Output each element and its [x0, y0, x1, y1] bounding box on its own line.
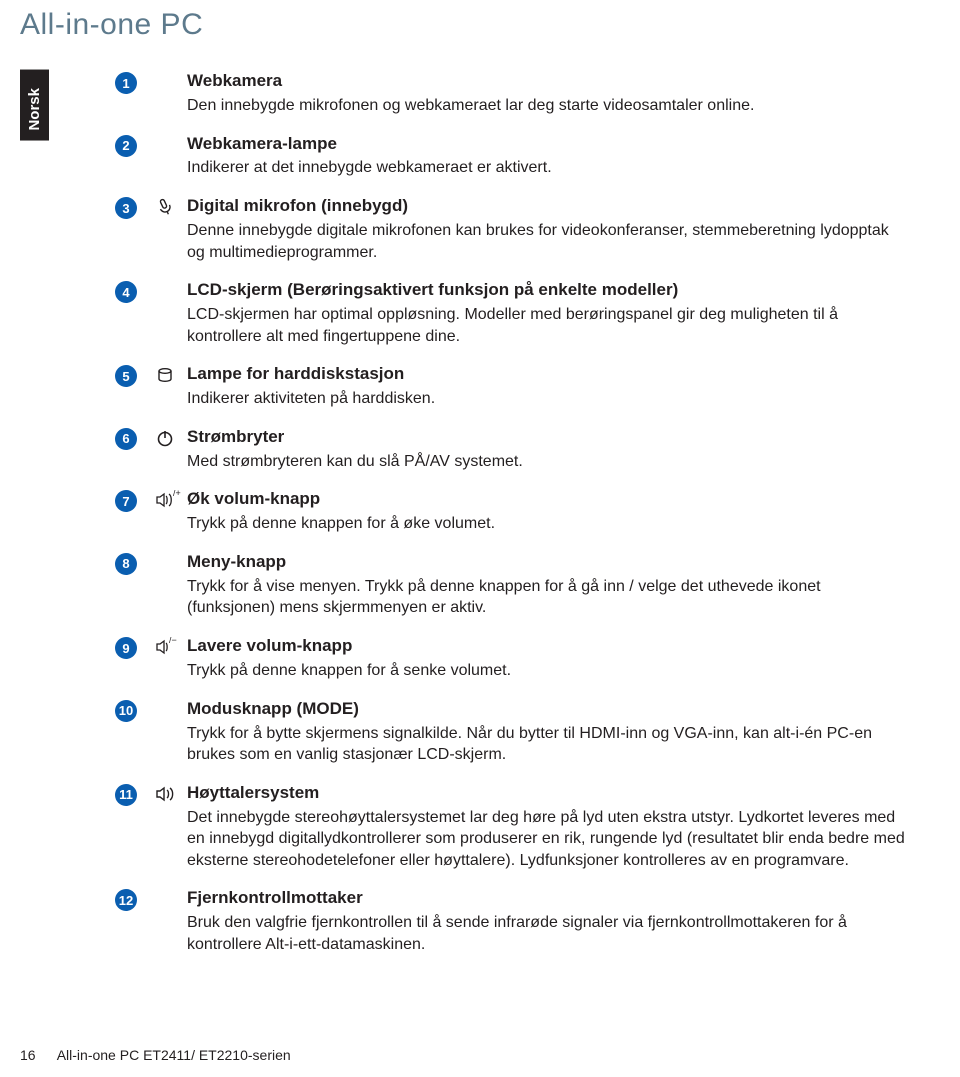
number-badge: 10	[115, 700, 137, 722]
feature-title: Digital mikrofon (innebygd)	[187, 195, 905, 218]
feature-item: 10 Modusknapp (MODE)Trykk for å bytte skj…	[115, 698, 905, 766]
number-badge: 4	[115, 281, 137, 303]
hdd-icon	[155, 365, 183, 385]
page-footer: 16 All-in-one PC ET2411/ ET2210-serien	[20, 1047, 291, 1063]
feature-item: 11 HøyttalersystemDet innebygde stereohøy…	[115, 782, 905, 872]
feature-desc: Trykk på denne knappen for å senke volum…	[187, 660, 905, 682]
feature-desc: Med strømbryteren kan du slå PÅ/AV syste…	[187, 451, 905, 473]
feature-text: Lavere volum-knappTrykk på denne knappen…	[187, 635, 905, 682]
feature-title: LCD-skjerm (Berøringsaktivert funksjon p…	[187, 279, 905, 302]
feature-item: 8 Meny-knappTrykk for å vise menyen. Tryk…	[115, 551, 905, 619]
feature-title: Strømbryter	[187, 426, 905, 449]
language-tab: Norsk	[20, 70, 49, 141]
svg-text:/+: /+	[173, 490, 181, 498]
feature-text: Øk volum-knappTrykk på denne knappen for…	[187, 488, 905, 535]
number-badge: 5	[115, 365, 137, 387]
feature-item: 6 StrømbryterMed strømbryteren kan du slå…	[115, 426, 905, 473]
feature-text: Modusknapp (MODE)Trykk for å bytte skjer…	[187, 698, 905, 766]
number-badge: 7	[115, 490, 137, 512]
footer-model: All-in-one PC ET2411/ ET2210-serien	[57, 1047, 291, 1063]
number-badge: 2	[115, 135, 137, 157]
feature-desc: Det innebygde stereohøyttalersystemet la…	[187, 807, 905, 872]
feature-title: Lampe for harddiskstasjon	[187, 363, 905, 386]
feature-title: Webkamera	[187, 70, 905, 93]
voldown-icon: /−	[155, 637, 183, 657]
feature-text: WebkameraDen innebygde mikrofonen og web…	[187, 70, 905, 117]
number-badge: 11	[115, 784, 137, 806]
feature-text: StrømbryterMed strømbryteren kan du slå …	[187, 426, 905, 473]
feature-item: 2 Webkamera-lampeIndikerer at det innebyg…	[115, 133, 905, 180]
feature-item: 3 Digital mikrofon (innebygd)Denne inneby…	[115, 195, 905, 263]
number-badge: 9	[115, 637, 137, 659]
feature-title: Modusknapp (MODE)	[187, 698, 905, 721]
feature-title: Øk volum-knapp	[187, 488, 905, 511]
feature-list: 1 WebkameraDen innebygde mikrofonen og we…	[115, 70, 905, 972]
power-icon	[155, 428, 183, 448]
feature-title: Fjernkontrollmottaker	[187, 887, 905, 910]
feature-desc: Trykk for å bytte skjermens signalkilde.…	[187, 723, 905, 766]
feature-item: 1 WebkameraDen innebygde mikrofonen og we…	[115, 70, 905, 117]
feature-desc: Indikerer at det innebygde webkameraet e…	[187, 157, 905, 179]
feature-text: Digital mikrofon (innebygd)Denne innebyg…	[187, 195, 905, 263]
page-number: 16	[20, 1047, 36, 1063]
number-badge: 3	[115, 197, 137, 219]
feature-desc: Bruk den valgfrie fjernkontrollen til å …	[187, 912, 905, 955]
number-badge: 8	[115, 553, 137, 575]
number-badge: 1	[115, 72, 137, 94]
feature-item: 4 LCD-skjerm (Berøringsaktivert funksjon …	[115, 279, 905, 347]
feature-text: Lampe for harddiskstasjonIndikerer aktiv…	[187, 363, 905, 410]
feature-text: Webkamera-lampeIndikerer at det innebygd…	[187, 133, 905, 180]
feature-desc: Trykk for å vise menyen. Trykk på denne …	[187, 576, 905, 619]
number-badge: 6	[115, 428, 137, 450]
feature-item: 7 /+ Øk volum-knappTrykk på denne knappen …	[115, 488, 905, 535]
feature-text: FjernkontrollmottakerBruk den valgfrie f…	[187, 887, 905, 955]
feature-text: Meny-knappTrykk for å vise menyen. Trykk…	[187, 551, 905, 619]
volup-icon: /+	[155, 490, 183, 510]
feature-title: Webkamera-lampe	[187, 133, 905, 156]
feature-desc: Denne innebygde digitale mikrofonen kan …	[187, 220, 905, 263]
feature-title: Høyttalersystem	[187, 782, 905, 805]
feature-text: LCD-skjerm (Berøringsaktivert funksjon p…	[187, 279, 905, 347]
feature-desc: Den innebygde mikrofonen og webkameraet …	[187, 95, 905, 117]
feature-item: 12 FjernkontrollmottakerBruk den valgfrie…	[115, 887, 905, 955]
feature-text: HøyttalersystemDet innebygde stereohøytt…	[187, 782, 905, 872]
feature-title: Lavere volum-knapp	[187, 635, 905, 658]
feature-item: 5 Lampe for harddiskstasjonIndikerer akti…	[115, 363, 905, 410]
number-badge: 12	[115, 889, 137, 911]
brand-title: All-in-one PC	[20, 8, 203, 42]
feature-title: Meny-knapp	[187, 551, 905, 574]
feature-item: 9 /− Lavere volum-knappTrykk på denne knap…	[115, 635, 905, 682]
speaker-icon	[155, 784, 183, 804]
feature-desc: LCD-skjermen har optimal oppløsning. Mod…	[187, 304, 905, 347]
feature-desc: Trykk på denne knappen for å øke volumet…	[187, 513, 905, 535]
feature-desc: Indikerer aktiviteten på harddisken.	[187, 388, 905, 410]
mic-icon	[155, 197, 183, 217]
svg-text:/−: /−	[169, 637, 177, 645]
